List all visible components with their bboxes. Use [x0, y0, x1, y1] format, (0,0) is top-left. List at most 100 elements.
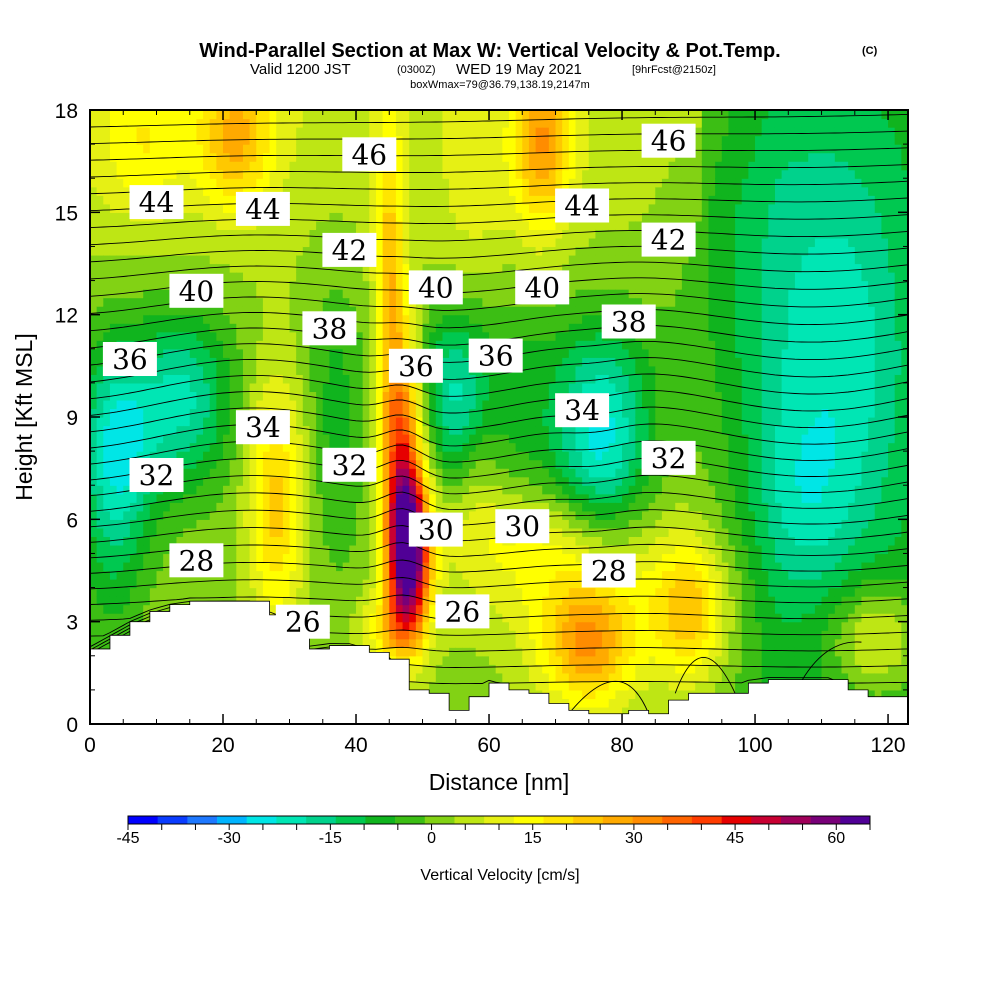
velocity-cell [455, 493, 464, 503]
velocity-cell [415, 135, 424, 145]
velocity-cell [223, 272, 231, 282]
velocity-cell [336, 382, 344, 393]
velocity-cell [103, 118, 111, 128]
velocity-cell [462, 237, 470, 248]
velocity-cell [103, 502, 111, 512]
velocity-cell [442, 468, 450, 478]
velocity-cell [296, 220, 304, 230]
velocity-cell [542, 425, 550, 435]
velocity-cell [149, 280, 158, 290]
velocity-cell [236, 186, 244, 196]
velocity-cell [535, 314, 543, 324]
velocity-cell [282, 544, 291, 555]
velocity-cell [449, 544, 457, 555]
velocity-cell [123, 246, 131, 256]
velocity-cell [489, 468, 497, 478]
velocity-cell [462, 459, 470, 469]
velocity-cell [123, 442, 131, 452]
velocity-cell [109, 544, 118, 555]
velocity-cell [223, 544, 231, 555]
velocity-cell [156, 348, 164, 358]
velocity-cell [109, 186, 118, 196]
velocity-cell [375, 476, 384, 486]
velocity-cell [90, 348, 98, 358]
velocity-cell [216, 331, 224, 341]
velocity-cell [196, 399, 204, 410]
velocity-cell [375, 434, 384, 444]
velocity-cell [309, 519, 317, 529]
velocity-cell [96, 161, 104, 171]
velocity-cell [109, 195, 118, 205]
velocity-cell [528, 399, 537, 410]
velocity-cell [96, 561, 104, 572]
velocity-cell [522, 647, 530, 657]
velocity-cell [522, 127, 530, 137]
velocity-cell [475, 161, 483, 171]
velocity-cell [402, 246, 410, 256]
velocity-cell [276, 493, 284, 503]
velocity-cell [542, 152, 550, 162]
velocity-cell [242, 553, 251, 563]
velocity-cell [156, 272, 164, 282]
velocity-cell [123, 306, 131, 316]
velocity-cell [442, 647, 450, 657]
velocity-cell [322, 161, 331, 171]
velocity-cell [362, 127, 370, 137]
velocity-cell [109, 127, 118, 137]
velocity-cell [103, 493, 111, 503]
velocity-cell [209, 161, 217, 171]
velocity-cell [469, 536, 477, 546]
velocity-cell [356, 604, 364, 614]
velocity-cell [189, 434, 198, 444]
velocity-cell [256, 237, 264, 248]
velocity-cell [189, 476, 198, 486]
velocity-cell [302, 289, 311, 299]
velocity-cell [528, 135, 537, 145]
velocity-cell [508, 246, 517, 256]
velocity-cell [249, 246, 257, 256]
velocity-cell [183, 391, 191, 401]
velocity-cell [449, 178, 457, 188]
velocity-cell [369, 425, 377, 435]
velocity-cell [276, 314, 284, 324]
velocity-cell [229, 220, 237, 230]
velocity-cell [402, 144, 410, 154]
velocity-cell [90, 493, 98, 503]
velocity-cell [316, 561, 324, 572]
velocity-cell [469, 323, 477, 333]
velocity-cell [109, 510, 118, 520]
velocity-cell [469, 527, 477, 537]
velocity-cell [163, 493, 171, 503]
velocity-cell [242, 127, 251, 137]
velocity-cell [209, 314, 217, 324]
velocity-cell [489, 664, 497, 674]
velocity-cell [489, 280, 497, 290]
velocity-cell [256, 519, 264, 529]
velocity-cell [475, 297, 483, 307]
velocity-cell [196, 186, 204, 196]
velocity-cell [116, 613, 124, 623]
velocity-cell [375, 451, 384, 461]
velocity-cell [269, 536, 277, 546]
velocity-cell [442, 681, 450, 691]
velocity-cell [375, 263, 384, 273]
velocity-cell [322, 579, 331, 589]
velocity-cell [163, 127, 171, 137]
velocity-cell [402, 229, 410, 239]
velocity-cell [109, 323, 118, 333]
velocity-cell [435, 118, 444, 128]
velocity-cell [429, 655, 437, 665]
velocity-cell [336, 178, 344, 188]
velocity-cell [535, 365, 543, 375]
velocity-cell [462, 365, 470, 375]
velocity-cell [129, 152, 138, 162]
velocity-cell [429, 118, 437, 128]
velocity-cell [362, 374, 370, 384]
velocity-cell [522, 630, 530, 640]
velocity-cell [542, 485, 550, 495]
velocity-cell [109, 178, 118, 188]
velocity-cell [149, 570, 158, 580]
velocity-cell [349, 280, 357, 290]
velocity-cell [229, 417, 237, 427]
